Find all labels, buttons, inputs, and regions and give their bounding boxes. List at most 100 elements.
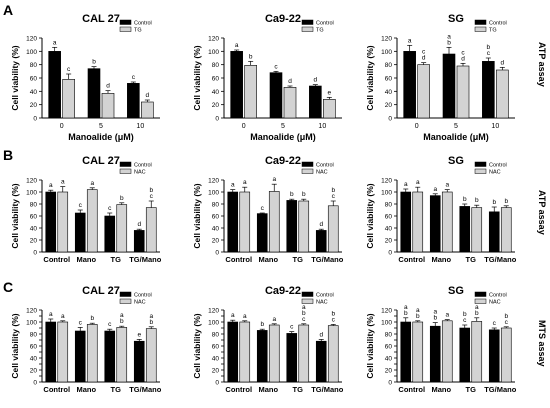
bar (471, 321, 483, 383)
bar (315, 230, 327, 253)
y-tick-label: 120 (381, 308, 392, 315)
legend-label: NAC (316, 170, 328, 176)
significance-letter: b (404, 310, 408, 317)
y-tick-label: 20 (30, 238, 38, 245)
significance-letter: c (79, 319, 83, 326)
y-tick-label: 0 (388, 116, 392, 123)
significance-letter: b (492, 199, 496, 206)
x-tick-label: Mano (431, 385, 451, 394)
significance-letter: a (445, 182, 449, 189)
significance-letter: c (302, 316, 306, 323)
bar (57, 191, 69, 253)
bar (417, 64, 430, 119)
x-tick-label: Mano (76, 255, 96, 264)
bar (283, 87, 297, 119)
significance-letter: d (501, 59, 505, 66)
significance-letter: b (475, 310, 479, 317)
bar (429, 195, 441, 253)
y-axis-label: Cell viability (%) (365, 45, 375, 110)
y-axis-label: Cell viability (%) (192, 313, 202, 378)
y-tick-label: 100 (381, 190, 392, 197)
y-tick-label: 60 (30, 214, 38, 221)
significance-letter: c (332, 316, 336, 323)
significance-letter: b (463, 196, 467, 203)
significance-letter: c (108, 205, 112, 212)
x-tick-label: TG/Mano (484, 255, 516, 264)
significance-letter: a (53, 39, 57, 46)
y-tick-label: 20 (212, 102, 220, 109)
bar (239, 321, 251, 383)
significance-letter: c (487, 50, 491, 57)
x-tick-label: Control (43, 255, 70, 264)
legend-label: NAC (489, 170, 501, 176)
legend-swatch (474, 168, 487, 174)
legend-label: TG (316, 28, 324, 34)
y-tick-label: 20 (30, 368, 38, 375)
bar (104, 215, 116, 253)
y-tick-label: 80 (385, 62, 393, 69)
significance-letter: a (231, 182, 235, 189)
y-tick-label: 20 (385, 238, 393, 245)
chart-title: SG (448, 155, 464, 167)
x-tick-label: Control (398, 255, 425, 264)
y-tick-label: 120 (381, 178, 392, 185)
bar (268, 324, 280, 383)
y-tick-label: 60 (385, 214, 393, 221)
legend-label: Control (134, 163, 152, 169)
bar (412, 321, 424, 383)
y-tick-label: 100 (208, 49, 219, 56)
legend-label: NAC (316, 300, 328, 306)
bar (141, 101, 154, 119)
significance-letter: c (422, 49, 426, 56)
significance-letter: b (463, 311, 467, 318)
x-tick-label: Mano (258, 255, 278, 264)
significance-letter: a (475, 304, 479, 311)
bar (500, 327, 512, 383)
x-tick-label: TG/Mano (484, 385, 516, 394)
legend-swatch (474, 291, 487, 297)
y-tick-label: 40 (30, 89, 38, 96)
bar (227, 191, 239, 253)
bar (74, 212, 86, 253)
y-tick-label: 20 (30, 102, 38, 109)
significance-letter: a (433, 309, 437, 316)
x-tick-label: 0 (242, 123, 246, 130)
bar (442, 53, 456, 119)
bar (403, 51, 416, 119)
significance-letter: a (408, 37, 412, 44)
legend-label: TG (489, 28, 497, 34)
chart-7: 0 20 40 60 80 100 120 Cell viability (%) Ca9-22 C… (192, 285, 344, 394)
y-tick-label: 0 (215, 250, 219, 257)
bar (441, 191, 453, 253)
chart-6: 0 20 40 60 80 100 120 Cell viability (%) CAL 27 C… (10, 285, 162, 394)
panel-letter-b: B (3, 147, 14, 163)
significance-letter: b (149, 319, 153, 326)
y-tick-label: 0 (33, 380, 37, 387)
bar (269, 72, 283, 119)
bar (488, 329, 500, 383)
legend-swatch (474, 19, 487, 25)
x-tick-label: 0 (60, 123, 64, 130)
bar (323, 99, 336, 119)
panel-letter-a: A (3, 2, 14, 18)
x-tick-label: 10 (136, 123, 144, 130)
significance-letter: a (433, 186, 437, 193)
bar (298, 200, 310, 253)
bar (133, 230, 145, 253)
x-tick-label: TG/Mano (311, 385, 343, 394)
y-tick-label: 80 (212, 202, 220, 209)
significance-letter: b (149, 187, 153, 194)
y-tick-label: 40 (30, 226, 38, 233)
x-tick-label: Mano (76, 385, 96, 394)
legend-swatch (119, 161, 132, 167)
significance-letter: b (302, 310, 306, 317)
significance-letter: d (137, 221, 141, 228)
legend-swatch (301, 161, 314, 167)
bar (239, 191, 251, 253)
x-tick-label: 0 (415, 123, 419, 130)
bar (327, 325, 339, 383)
y-axis-label: Cell viability (%) (365, 183, 375, 248)
